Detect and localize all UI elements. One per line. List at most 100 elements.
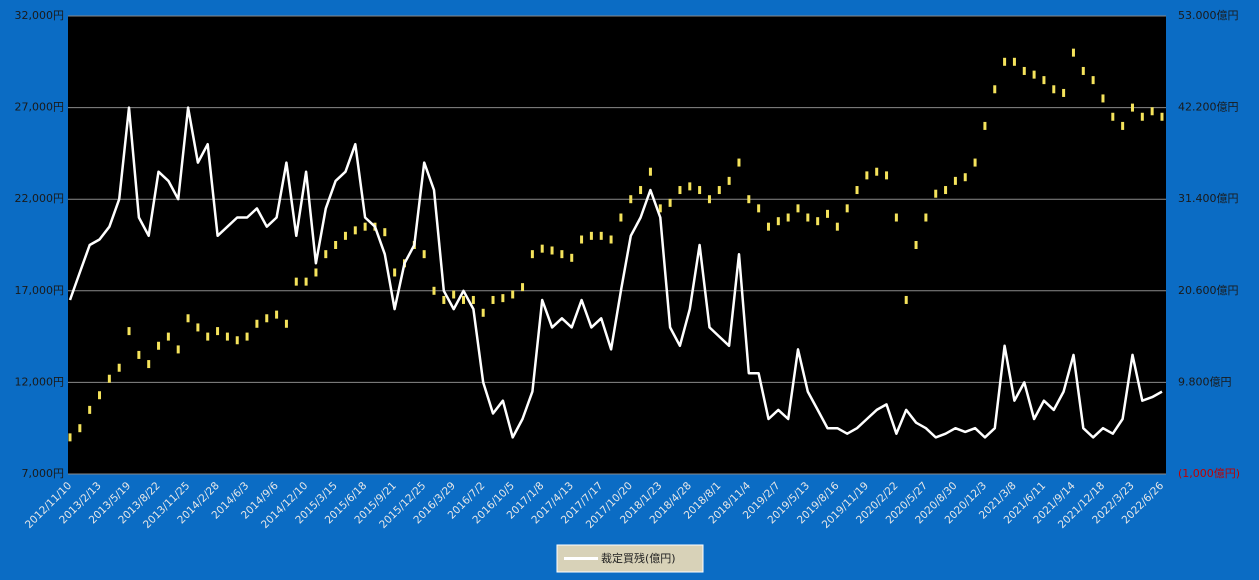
price-marker (275, 310, 279, 319)
price-marker (993, 85, 997, 94)
y-tick-label: 7,000円 (22, 467, 65, 480)
y-tick-label: 12,000円 (15, 375, 65, 388)
price-marker (1111, 112, 1115, 121)
price-marker (530, 250, 534, 259)
price-marker (1101, 94, 1105, 103)
price-marker (826, 209, 830, 218)
price-marker (432, 286, 436, 295)
price-marker (127, 327, 131, 336)
price-marker (757, 204, 761, 213)
price-marker (944, 186, 948, 195)
price-marker (363, 222, 367, 231)
price-marker (1130, 103, 1134, 112)
price-marker (107, 374, 111, 383)
price-marker (1042, 76, 1046, 85)
price-marker (1091, 76, 1095, 85)
price-marker (560, 250, 564, 259)
price-marker (117, 363, 121, 372)
price-marker (88, 405, 92, 414)
price-marker (245, 332, 249, 341)
price-marker (609, 235, 613, 244)
price-marker (1160, 112, 1164, 121)
price-marker (806, 213, 810, 222)
price-marker (442, 295, 446, 304)
price-marker (953, 176, 957, 185)
price-marker (1071, 48, 1075, 57)
price-marker (1062, 88, 1066, 97)
y-tick-label: 32,000円 (15, 9, 65, 22)
price-marker (265, 314, 269, 323)
price-marker (166, 332, 170, 341)
price-marker (294, 277, 298, 286)
y2-tick-label: 9.800億円 (1178, 375, 1232, 388)
y2-tick-label: 31.400億円 (1178, 192, 1239, 205)
price-marker (1081, 66, 1085, 75)
price-marker (717, 186, 721, 195)
plot-area (68, 16, 1166, 474)
price-marker (540, 244, 544, 253)
price-marker (668, 198, 672, 207)
price-marker (186, 314, 190, 323)
price-marker (324, 250, 328, 259)
price-marker (973, 158, 977, 167)
price-marker (255, 319, 259, 328)
price-marker (284, 319, 288, 328)
series-line (68, 106, 1163, 439)
price-marker (157, 341, 161, 350)
price-marker (225, 332, 229, 341)
price-marker (422, 250, 426, 259)
price-marker (1022, 66, 1026, 75)
price-marker (235, 336, 239, 345)
price-marker (747, 195, 751, 204)
price-marker (648, 167, 652, 176)
price-marker (78, 424, 82, 433)
price-marker (1012, 57, 1016, 66)
price-marker (816, 217, 820, 226)
y-tick-label: 22,000円 (15, 192, 65, 205)
price-marker (393, 268, 397, 277)
price-marker (462, 295, 466, 304)
price-marker (1032, 70, 1036, 79)
price-marker (678, 186, 682, 195)
y2-tick-label: 53.000億円 (1178, 9, 1239, 22)
price-marker (176, 345, 180, 354)
price-marker (845, 204, 849, 213)
price-marker (589, 231, 593, 240)
price-marker (1140, 112, 1144, 121)
price-marker (491, 295, 495, 304)
price-marker (796, 204, 800, 213)
price-marker (599, 231, 603, 240)
price-marker (334, 241, 338, 249)
price-marker (98, 391, 102, 400)
price-marker (855, 186, 859, 195)
price-marker (658, 204, 662, 213)
price-marker (885, 171, 889, 180)
price-marker (147, 360, 151, 369)
price-marker (894, 213, 898, 222)
price-marker (304, 277, 308, 286)
y-tick-label: 27,000円 (15, 101, 65, 114)
price-marker (688, 182, 692, 191)
price-marker (875, 167, 879, 176)
price-marker (521, 283, 525, 292)
price-marker (776, 217, 780, 226)
price-marker (766, 222, 770, 231)
price-marker (934, 189, 938, 198)
legend-label: 裁定買残(億円) (601, 551, 676, 565)
price-marker (481, 308, 485, 317)
y2-tick-label: 20.600億円 (1178, 284, 1239, 297)
price-marker (68, 433, 72, 442)
price-marker (1121, 121, 1125, 130)
price-marker (216, 327, 220, 336)
price-marker (865, 171, 869, 180)
price-marker (727, 176, 731, 185)
price-marker (383, 228, 387, 237)
price-marker (737, 158, 741, 167)
y-tick-label: 17,000円 (15, 284, 65, 297)
price-marker (698, 186, 702, 195)
price-marker (550, 246, 554, 255)
price-marker (452, 290, 456, 299)
price-marker (786, 213, 790, 222)
price-marker (983, 121, 987, 130)
price-marker (353, 226, 357, 235)
